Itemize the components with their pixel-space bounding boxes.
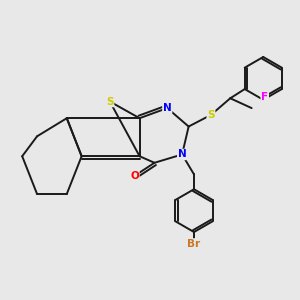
Text: N: N xyxy=(178,149,187,160)
Text: F: F xyxy=(261,92,268,102)
Text: S: S xyxy=(207,110,215,120)
Text: S: S xyxy=(106,97,114,106)
Text: N: N xyxy=(163,103,172,113)
Text: O: O xyxy=(130,171,139,181)
Text: Br: Br xyxy=(188,239,201,249)
